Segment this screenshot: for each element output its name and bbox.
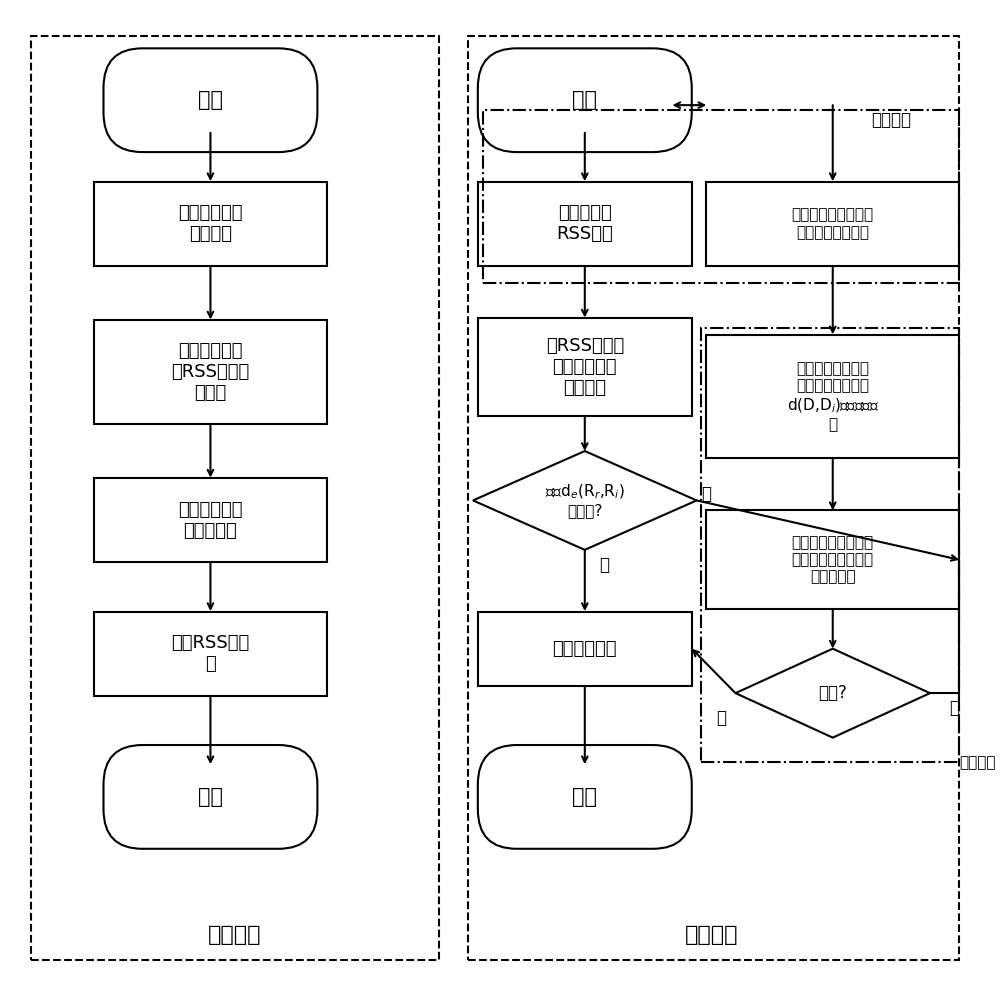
Bar	[94, 320, 327, 424]
Polygon shape	[473, 451, 697, 550]
Text: 开始: 开始	[198, 90, 223, 110]
Text: 结束: 结束	[198, 787, 223, 807]
Bar	[706, 510, 959, 609]
Bar	[701, 327, 959, 762]
Bar	[706, 181, 959, 266]
Text: 接收端读取
RSS数据: 接收端读取 RSS数据	[556, 204, 613, 243]
Text: 初始化距离修正因
子，使得距离函数
d(D,D$_i$)最小的采样
点: 初始化距离修正因 子，使得距离函数 d(D,D$_i$)最小的采样 点	[787, 361, 879, 432]
Text: 离线阶段: 离线阶段	[208, 926, 262, 945]
Text: 距离d$_e$(R$_r$,R$_i$)
足够小?: 距离d$_e$(R$_r$,R$_i$) 足够小?	[545, 483, 625, 518]
FancyBboxPatch shape	[478, 745, 692, 848]
FancyBboxPatch shape	[103, 49, 317, 152]
FancyBboxPatch shape	[103, 745, 317, 848]
Text: 否: 否	[701, 485, 711, 502]
Bar	[94, 181, 327, 266]
Text: 在线阶段: 在线阶段	[684, 926, 738, 945]
Text: 否: 否	[949, 699, 959, 716]
Bar	[94, 611, 327, 696]
FancyBboxPatch shape	[478, 49, 692, 152]
Bar	[478, 318, 692, 416]
Bar	[468, 36, 959, 960]
Text: 估计位置坐标: 估计位置坐标	[553, 639, 617, 658]
Bar	[478, 611, 692, 686]
Bar	[31, 36, 439, 960]
Text: 创建RSS指纹
库: 创建RSS指纹 库	[171, 634, 250, 673]
Bar	[483, 110, 959, 283]
Text: 迭代更新距离修正因
子，并求取距离函数
最小采样点: 迭代更新距离修正因 子，并求取距离函数 最小采样点	[792, 535, 874, 585]
Text: 根据最近邻点划定包
含实际位置的邻域: 根据最近邻点划定包 含实际位置的邻域	[792, 207, 874, 240]
Text: 区域锁定: 区域锁定	[872, 111, 912, 129]
Text: 迭代搜索: 迭代搜索	[959, 755, 996, 770]
Text: 初始化可见光
定位场景: 初始化可见光 定位场景	[178, 204, 243, 243]
Bar	[706, 335, 959, 459]
Text: 在不同位置采
集RSS值的指
纹数据: 在不同位置采 集RSS值的指 纹数据	[171, 342, 250, 401]
Bar	[94, 479, 327, 562]
Text: 收敛?: 收敛?	[818, 684, 847, 703]
Text: 是: 是	[599, 556, 609, 574]
Polygon shape	[736, 649, 930, 737]
Text: 是: 是	[716, 709, 726, 726]
Text: 对采样数据点
生成覆盖号: 对采样数据点 生成覆盖号	[178, 500, 243, 540]
Text: 开始: 开始	[572, 90, 597, 110]
Text: 结束: 结束	[572, 787, 597, 807]
Bar	[478, 181, 692, 266]
Text: 在RSS指纹库
中进行最近邻
匹配搜索: 在RSS指纹库 中进行最近邻 匹配搜索	[546, 337, 624, 396]
